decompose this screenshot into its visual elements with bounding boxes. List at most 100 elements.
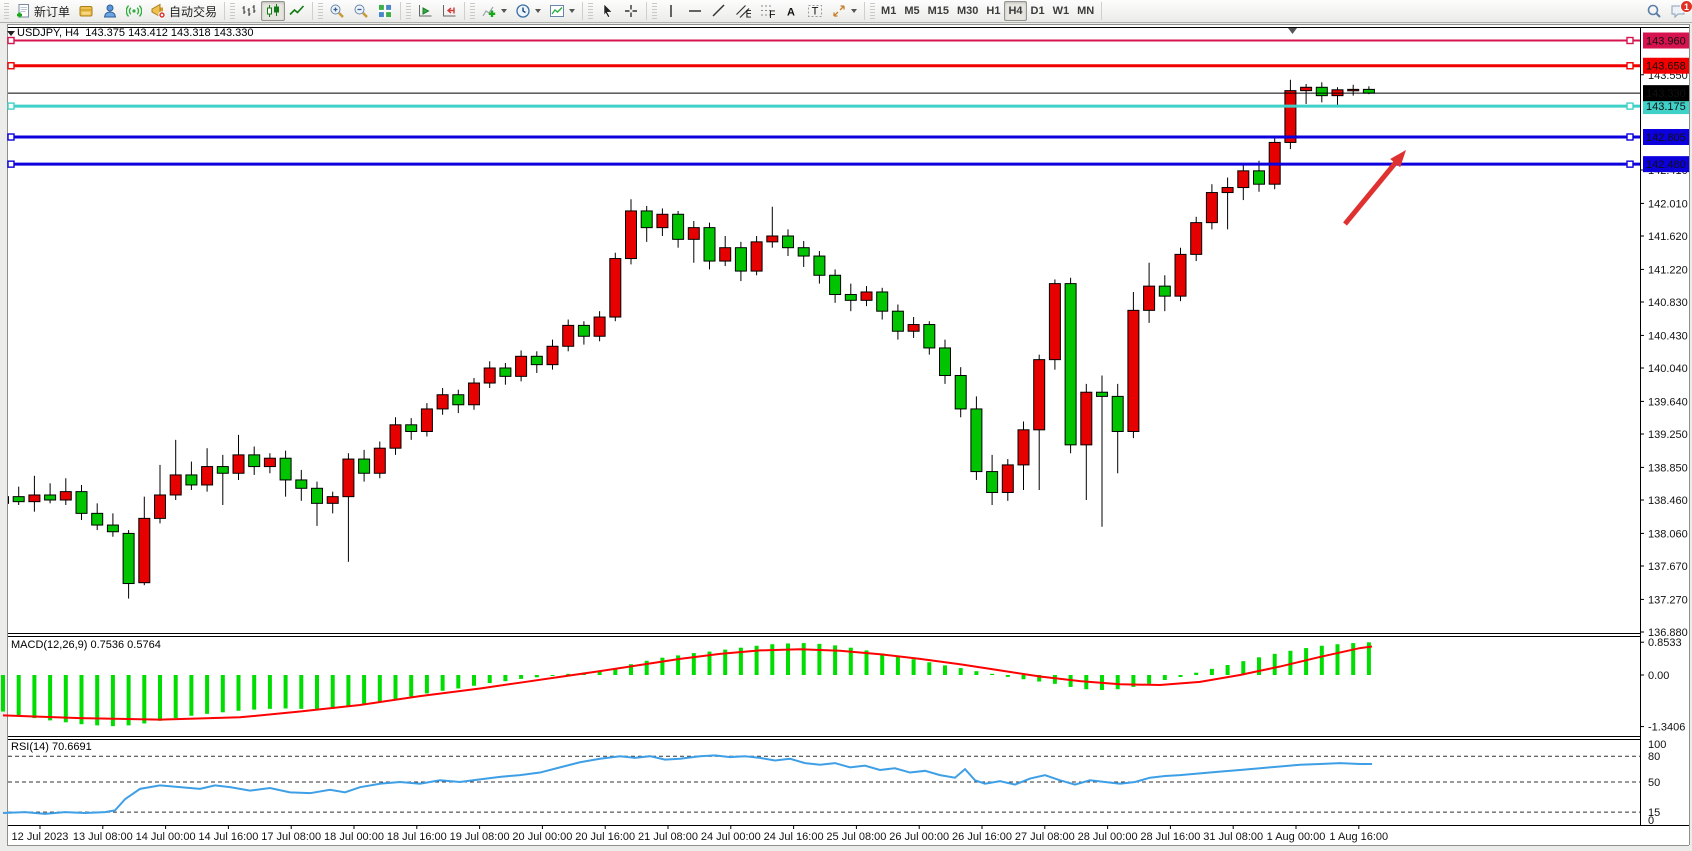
cursor-button[interactable] [595,1,619,21]
new-order-button[interactable]: 新订单 [11,1,74,21]
vertical-line-button[interactable] [659,1,683,21]
line-handle[interactable] [1626,102,1634,110]
candle [625,199,637,265]
trendline-icon [711,3,727,19]
line-handle[interactable] [1626,62,1634,70]
toolbar-grip[interactable] [588,3,594,19]
crosshair-button[interactable] [619,1,643,21]
horizontal-line-142.805[interactable]: 142.805 [7,129,1689,146]
market-watch-button[interactable] [74,1,98,21]
toolbar-grip[interactable] [406,3,412,19]
periods-button[interactable] [511,1,545,21]
chart-context-arrow-icon[interactable] [7,31,15,36]
candle [1096,375,1108,527]
chart-shift-marker-icon[interactable] [1288,28,1297,34]
timeframe-m1[interactable]: M1 [877,1,900,21]
time-tick-label: 26 Jul 00:00 [889,831,949,843]
objects-group [477,0,579,22]
toolbar-grip[interactable] [652,3,658,19]
timeframe-mn[interactable]: MN [1073,1,1098,21]
toolbar-grip[interactable] [4,3,9,19]
toolbar-grip[interactable] [230,3,236,19]
timeframe-m15-label: M15 [927,5,949,17]
trend-arrow-annotation[interactable] [1343,150,1406,226]
candle [530,351,543,374]
horizontal-line-143.175[interactable]: 143.175 [7,98,1689,115]
dropdown-caret-icon[interactable] [501,9,508,13]
zoom-out-button[interactable] [349,1,373,21]
horizontal-line-button[interactable] [683,1,707,21]
indicators-button[interactable] [477,1,511,21]
text-label-button[interactable]: T [803,1,827,21]
macd-histogram-bar [1257,657,1261,675]
candlestick-chart-button[interactable] [261,1,286,21]
line-handle[interactable] [7,133,15,141]
candle [939,339,951,384]
line-handle[interactable] [7,102,15,110]
trendline-button[interactable] [707,1,731,21]
dropdown-caret-icon[interactable] [851,9,858,13]
chart-shift-button[interactable] [437,1,461,21]
macd-histogram-bar [487,675,492,684]
line-handle[interactable] [7,62,15,70]
price-flag [1643,32,1689,49]
macd-histogram-bar [927,662,932,675]
timeframe-m30[interactable]: M30 [953,1,982,21]
autotrading-button[interactable]: 自动交易 [146,1,221,21]
macd-histogram-bar [1037,675,1042,682]
horizontal-line-143.960[interactable]: 143.960 [7,32,1689,49]
chart-title: USDJPY, H4 143.375 143.412 143.318 143.3… [17,27,254,39]
timeframe-m5[interactable]: M5 [900,1,923,21]
channel-button[interactable]: E [731,1,755,21]
text-button[interactable]: A [779,1,803,21]
notifications-button[interactable]: 1 [1666,0,1692,21]
candle [106,513,119,537]
horizontal-line-143.658[interactable]: 143.658 [7,57,1689,74]
zoom-in-button[interactable] [325,1,349,21]
dropdown-caret-icon[interactable] [535,9,542,13]
candle [577,321,590,345]
autoscroll-icon [417,3,433,19]
line-handle[interactable] [1626,160,1634,168]
candle [483,361,496,389]
dropdown-caret-icon[interactable] [569,9,576,13]
templates-button[interactable] [545,1,579,21]
timeframe-d1[interactable]: D1 [1027,1,1049,21]
candle [1048,279,1061,370]
macd-histogram-bar [472,675,476,686]
toolbar-grip[interactable] [470,3,476,19]
zoom-in-icon [329,3,345,19]
line-handle[interactable] [7,36,15,45]
search-button[interactable] [1642,1,1666,21]
fibonacci-button[interactable]: F [755,1,779,21]
crosshair-icon [623,3,639,19]
timeframe-m15[interactable]: M15 [924,1,953,21]
price-tick-label: 141.220 [1648,264,1688,276]
signals-button[interactable] [122,1,146,21]
candle [216,454,229,506]
tile-windows-button[interactable] [373,1,397,21]
timeframe-h4[interactable]: H4 [1004,1,1027,21]
auto-scroll-button[interactable] [413,1,437,21]
arrows-button[interactable] [827,1,861,21]
line-handle[interactable] [7,160,15,168]
timeframe-h1[interactable]: H1 [982,1,1004,21]
community-button[interactable] [98,1,122,21]
horizontal-line-142.480[interactable]: 142.480 [7,156,1689,173]
price-axis[interactable]: 143.550142.410142.010141.620141.220140.8… [1640,70,1688,639]
line-handle[interactable] [1626,36,1634,45]
timeframe-w1[interactable]: W1 [1049,1,1074,21]
toolbar-grip[interactable] [318,3,324,19]
macd-histogram-bar [330,675,335,709]
candle [154,464,166,524]
time-axis[interactable]: 12 Jul 2023 13 Jul 08:00 14 Jul 00:00 14 Ju… [12,825,1389,843]
rsi-axis-label: 100 [1648,739,1666,751]
candle [169,439,182,500]
line-handle[interactable] [1626,133,1634,141]
bar-chart-button[interactable] [237,1,261,21]
toolbar-grip[interactable] [870,3,876,19]
time-tick-label: 24 Jul 16:00 [764,831,824,843]
line-chart-button[interactable] [285,1,309,21]
